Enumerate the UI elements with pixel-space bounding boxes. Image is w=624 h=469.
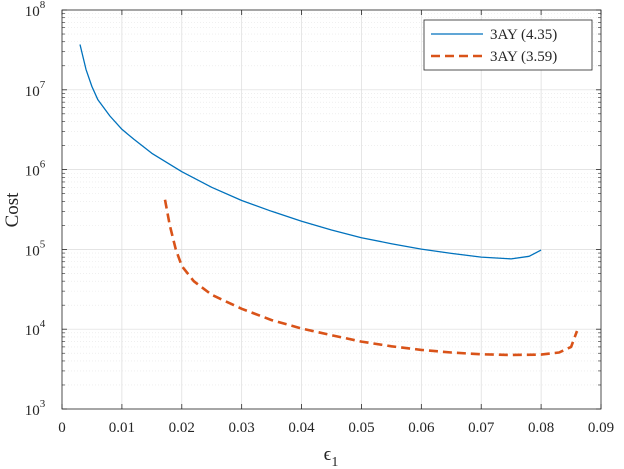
series-line-2 (163, 199, 579, 357)
x-tick-label: 0.01 (109, 420, 135, 436)
series-layer (79, 44, 579, 357)
x-tick-label: 0.07 (468, 420, 495, 436)
legend-box (423, 19, 593, 71)
y-tick-label: 105 (25, 238, 46, 259)
legend: 3AY (4.35) 3AY (3.59) (423, 19, 593, 71)
series-line-1 (79, 44, 542, 260)
x-tick-label: 0 (58, 420, 66, 436)
y-tick-label: 104 (25, 318, 46, 339)
x-tick-labels: 0 0.01 0.02 0.03 0.04 0.05 0.06 0.07 0.08 0.09 (58, 420, 614, 436)
y-axis-label: Cost (2, 192, 23, 228)
legend-label-series-2: 3AY (3.59) (490, 49, 557, 65)
axis-ticks (61, 9, 602, 410)
y-tick-labels: 103 104 105 106 107 108 (25, 0, 46, 419)
plot-area (62, 10, 601, 409)
x-tick-label: 0.03 (229, 420, 255, 436)
y-tick-label: 106 (25, 159, 46, 180)
x-tick-label: 0.09 (588, 420, 614, 436)
y-tick-label: 103 (25, 398, 46, 419)
y-tick-label: 108 (25, 0, 46, 20)
x-tick-label: 0.05 (348, 420, 374, 436)
y-tick-label: 107 (25, 79, 46, 100)
x-tick-label: 0.06 (408, 420, 435, 436)
x-axis-label: ϵ1 (324, 444, 339, 469)
x-tick-label: 0.04 (288, 420, 315, 436)
x-tick-label: 0.08 (528, 420, 554, 436)
x-tick-label: 0.02 (169, 420, 195, 436)
plot-frame (61, 9, 602, 410)
legend-label-series-1: 3AY (4.35) (490, 27, 557, 43)
